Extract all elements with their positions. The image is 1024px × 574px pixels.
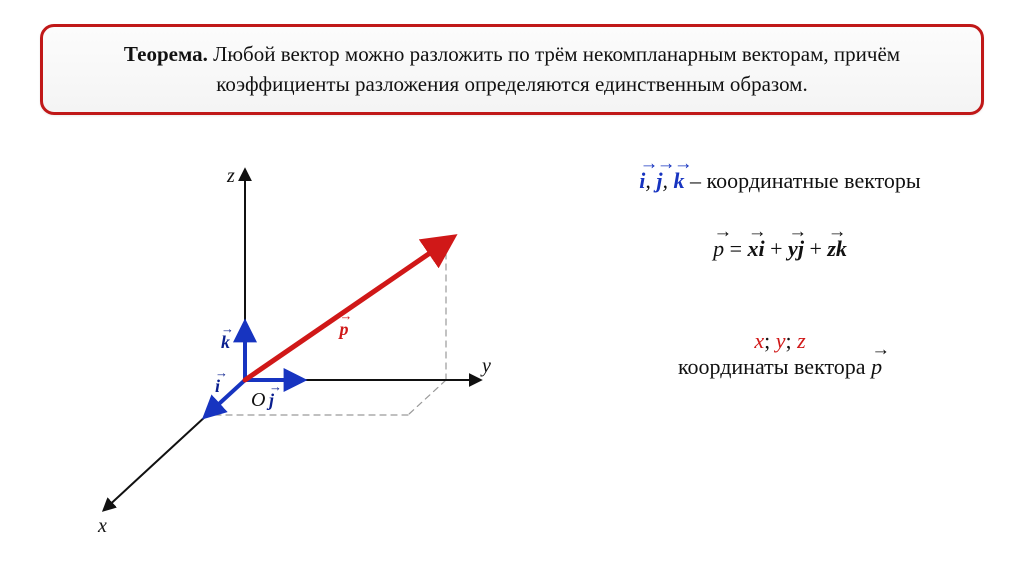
xyz-line: x; y; z: [560, 328, 1000, 354]
term-z: zk: [827, 236, 847, 262]
svg-text:y: y: [480, 355, 491, 377]
rhs-panel: i, j, k – координатные векторы p = xi + …: [560, 168, 1000, 380]
vec-j-icon: j: [656, 168, 662, 194]
vec-i-icon: i: [639, 168, 645, 194]
coords-block: x; y; z координаты вектора p: [560, 328, 1000, 380]
svg-text:O: O: [251, 389, 265, 411]
svg-text:x: x: [97, 515, 107, 537]
svg-text:→: →: [215, 365, 228, 380]
term-x: xi: [748, 236, 765, 262]
svg-text:→: →: [221, 321, 234, 336]
svg-text:→: →: [340, 308, 353, 323]
theorem-text: Любой вектор можно разложить по трём нек…: [208, 42, 900, 96]
vec-p: p: [713, 236, 724, 262]
coord-svg: zyxOk→j→i→p→: [60, 150, 520, 550]
axes: [104, 170, 480, 510]
coord-vectors-label: координатные векторы: [707, 168, 921, 193]
diagram-area: zyxOk→j→i→p→: [60, 150, 520, 550]
theorem-label: Теорема.: [124, 42, 208, 66]
vec-k-icon: k: [674, 168, 685, 194]
labels: zyxOk→j→i→p→: [97, 165, 491, 537]
svg-text:→: →: [269, 379, 282, 394]
svg-text:z: z: [226, 165, 235, 187]
coord-vectors-line: i, j, k – координатные векторы: [560, 168, 1000, 194]
theorem-box: Теорема. Любой вектор можно разложить по…: [40, 24, 984, 115]
coords-of-vector: координаты вектора p: [560, 354, 1000, 380]
decomposition-formula: p = xi + yj + zk: [560, 236, 1000, 262]
term-y: yj: [788, 236, 804, 262]
